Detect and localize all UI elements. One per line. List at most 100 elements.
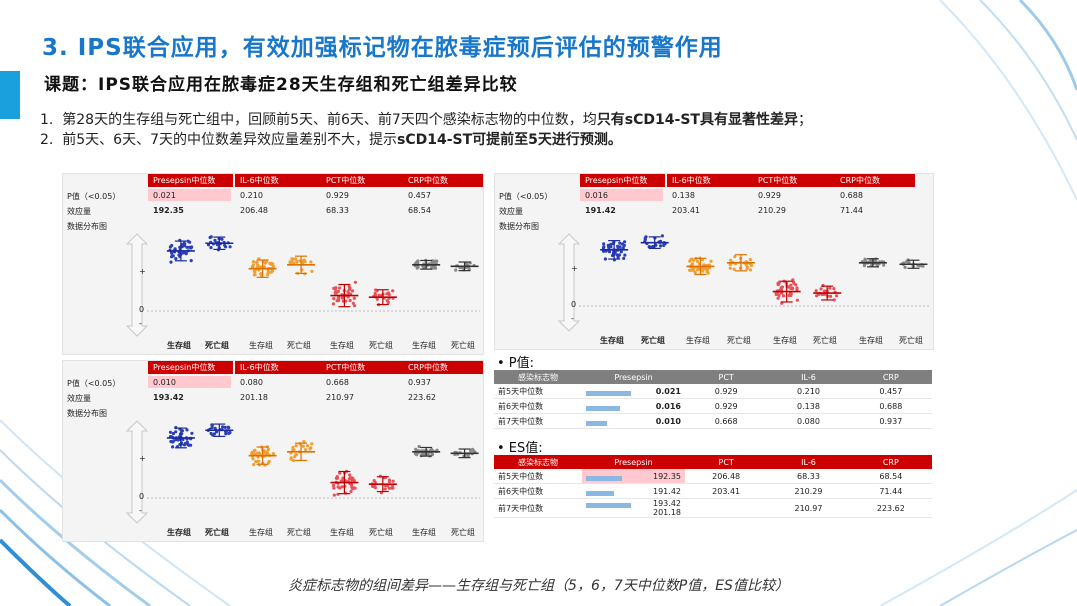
marker-day-name: 前5天中位数	[494, 469, 582, 484]
data-point	[294, 452, 298, 457]
data-point	[792, 281, 796, 285]
background-wave-bottom-right	[880, 489, 1077, 606]
data-point	[372, 479, 376, 483]
data-point	[346, 290, 350, 294]
presepsin-es-value: 193.42 201.18	[653, 499, 681, 517]
group-x-label: 生存组	[412, 528, 436, 537]
data-point	[383, 487, 387, 491]
data-point	[789, 283, 793, 287]
pct-es-value	[685, 498, 768, 518]
scatter-panel-day6: Presepsin中位数 IL-6中位数 PCT中位数 CRP中位数 P值（<0.05）…	[494, 173, 934, 350]
data-point	[335, 475, 339, 479]
data-point	[780, 285, 784, 289]
median-bar	[450, 448, 479, 459]
data-point	[621, 246, 625, 250]
data-point	[819, 287, 823, 291]
scatter-plot	[125, 233, 480, 337]
p-value-cell: 0.138	[672, 191, 695, 200]
marker-header: CRP中位数	[403, 174, 483, 187]
data-point	[190, 431, 194, 435]
median-bar	[248, 446, 277, 465]
axis-arrow	[557, 233, 581, 332]
data-point	[253, 448, 257, 452]
data-point	[349, 489, 353, 493]
data-point	[310, 442, 314, 446]
effect-size-cell: 192.35	[153, 206, 184, 215]
data-point	[340, 485, 344, 489]
data-point	[417, 444, 421, 449]
data-point	[332, 486, 336, 490]
presepsin-p-value: 0.016	[655, 401, 681, 411]
axis-zero-label: 0	[139, 492, 145, 501]
scatter-plot	[557, 233, 930, 332]
axis-zero-label: 0	[139, 305, 145, 314]
data-point	[795, 288, 799, 292]
p-value-cell: 0.688	[840, 191, 863, 200]
median-bar	[412, 446, 441, 457]
data-point	[224, 432, 228, 436]
data-point	[607, 246, 611, 250]
data-point	[331, 483, 336, 487]
data-point	[308, 447, 312, 451]
significant-highlight	[580, 189, 663, 201]
bullet-2: 2. 前5天、6天、7天的中位数差异效应量差别不大，提示sCD14-ST可提前至…	[40, 130, 812, 150]
presepsin-es-value: 192.35	[653, 471, 681, 481]
data-point	[791, 278, 795, 282]
presepsin-es-value: 191.42	[653, 486, 681, 496]
es-value-bar	[586, 503, 631, 508]
data-point	[266, 447, 270, 452]
data-point	[213, 426, 217, 430]
data-point	[228, 430, 232, 435]
group-x-label: 死亡组	[287, 341, 311, 350]
axis-minus-label: -	[571, 314, 574, 323]
data-point	[210, 423, 214, 428]
data-point	[618, 241, 622, 245]
group-x-label: 生存组	[330, 528, 354, 537]
axis-plus-label: +	[571, 264, 578, 273]
p-value-cell: 0.457	[408, 191, 431, 200]
median-bar	[166, 427, 195, 449]
median-bar	[899, 259, 928, 269]
effect-size-cell: 210.29	[758, 206, 786, 215]
group-x-label: 生存组	[600, 336, 624, 345]
data-point	[706, 271, 710, 275]
bullet-2-bold: sCD14-ST可提前至5天进行预测。	[397, 132, 622, 148]
data-point	[779, 288, 783, 292]
effect-size-cell: 68.54	[408, 206, 431, 215]
p-section-label: • P值:	[497, 356, 535, 371]
marker-day-name: 前5天中位数	[494, 384, 582, 399]
crp-es-value: 223.62	[849, 498, 932, 518]
data-point	[728, 263, 732, 267]
group-x-label: 生存组	[167, 528, 191, 537]
data-point	[213, 238, 217, 242]
data-point	[467, 267, 471, 271]
data-point	[647, 245, 651, 249]
data-point	[351, 476, 355, 480]
significant-highlight	[148, 376, 231, 388]
data-point	[189, 259, 193, 263]
data-point	[391, 486, 395, 490]
data-point	[786, 285, 790, 289]
data-point	[289, 456, 293, 460]
data-point	[875, 263, 879, 267]
data-point	[301, 444, 305, 448]
data-point	[271, 452, 275, 456]
presepsin-p-cell: 0.010	[582, 413, 685, 429]
data-point	[223, 425, 227, 429]
data-point	[430, 261, 434, 265]
p-value-bar	[586, 390, 631, 396]
crp-p-value: 0.688	[849, 398, 932, 414]
table-row: 前5天中位数 0.021 0.929 0.210 0.457	[494, 384, 932, 399]
data-point	[254, 460, 258, 464]
effect-size-cell: 191.42	[585, 206, 616, 215]
data-point	[828, 286, 832, 290]
median-bar	[330, 470, 359, 495]
pct-p-value: 0.668	[685, 413, 768, 429]
data-point	[174, 430, 178, 434]
data-point	[340, 479, 344, 483]
group-x-label: 生存组	[167, 341, 191, 350]
data-point	[416, 265, 420, 269]
data-point	[209, 246, 213, 250]
p-value-cell: 0.929	[758, 191, 781, 200]
data-point	[182, 241, 186, 245]
